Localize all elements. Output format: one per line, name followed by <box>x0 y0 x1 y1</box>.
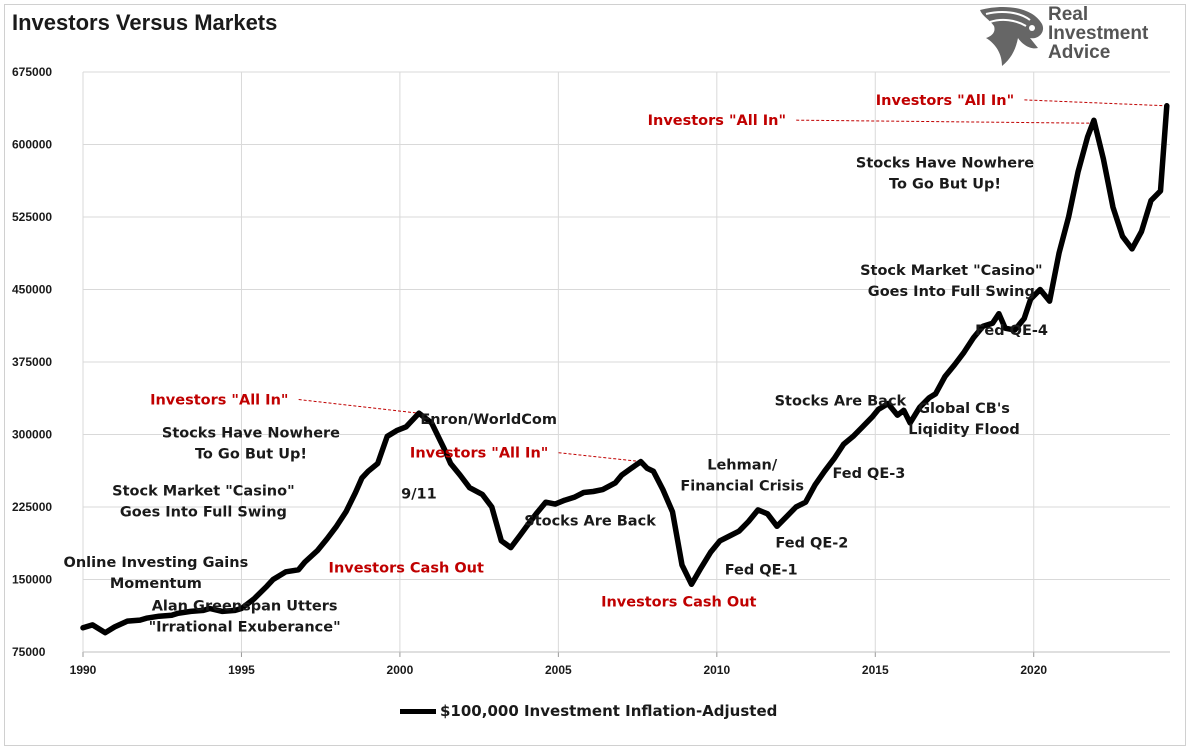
chart-frame <box>4 4 1186 746</box>
annotation-text: Momentum <box>110 576 202 592</box>
event-annotation: Global CB's Liqidity Flood <box>908 401 1020 438</box>
event-annotation: Lehman/Financial Crisis <box>680 457 804 494</box>
event-annotation: Online Investing Gains Momentum <box>64 555 249 592</box>
y-tick-label: 150000 <box>12 573 52 587</box>
event-annotation: Fed QE-4 <box>975 323 1048 339</box>
x-tick-label: 2000 <box>387 663 414 677</box>
x-tick-label: 1995 <box>228 663 255 677</box>
x-tick-label: 2010 <box>703 663 730 677</box>
annotation-text: Global CB's <box>918 401 1010 417</box>
legend-swatch <box>400 708 436 714</box>
annotation-text: Enron/WorldCom <box>420 412 557 428</box>
event-annotation: Enron/WorldCom <box>420 412 557 428</box>
annotation-text: Stocks Are Back <box>524 513 656 529</box>
annotation-text: Investors "All In" <box>150 393 288 409</box>
annotation-text: Investors "All In" <box>410 446 548 462</box>
x-tick-label: 2020 <box>1020 663 1047 677</box>
annotation-text: Alan Greenspan Utters <box>152 598 338 614</box>
y-tick-label: 675000 <box>12 65 52 79</box>
investor-annotation: Investors Cash Out <box>601 595 756 611</box>
annotation-text: Fed QE-1 <box>725 563 798 579</box>
event-annotation: Fed QE-2 <box>775 536 848 552</box>
annotation-text: Stock Market "Casino" <box>860 263 1042 279</box>
annotation-text: Investors "All In" <box>876 93 1014 109</box>
annotation-text: Stocks Have Nowhere <box>162 425 340 441</box>
annotation-leader-line <box>796 119 1094 124</box>
investor-annotation: Investors "All In" <box>648 113 786 129</box>
annotation-leaders <box>298 99 1167 463</box>
annotation-text: 9/11 <box>401 486 437 502</box>
annotation-text: Stocks Have Nowhere <box>856 156 1034 172</box>
y-tick-label: 75000 <box>12 645 46 659</box>
annotation-text: Fed QE-3 <box>832 466 905 482</box>
event-annotation: Alan Greenspan Utters "Irrational Exubera… <box>149 598 341 635</box>
x-tick-label: 1990 <box>70 663 97 677</box>
event-annotation: Stock Market "Casino" Goes Into Full Swin… <box>112 483 294 520</box>
investor-annotation: Investors "All In" <box>876 93 1014 109</box>
x-tick-label: 2005 <box>545 663 572 677</box>
logo-line-1: Real <box>1048 4 1089 25</box>
annotation-text: Investors "All In" <box>648 113 786 129</box>
annotation-leader-line <box>1024 99 1167 107</box>
y-tick-label: 375000 <box>12 355 52 369</box>
annotation-text: Investors Cash Out <box>329 561 484 577</box>
annotation-text: Stock Market "Casino" <box>112 483 294 499</box>
x-tick-label: 2015 <box>862 663 889 677</box>
series-line <box>80 103 1170 636</box>
logo-line-3: Advice <box>1048 42 1111 63</box>
legend: $100,000 Investment Inflation-Adjusted <box>400 702 777 720</box>
annotation-leader-line <box>298 399 419 414</box>
chart-title: Investors Versus Markets <box>12 10 278 35</box>
event-annotation: Stocks Have Nowhere To Go But Up! <box>162 425 340 462</box>
event-annotation: Stocks Are Back <box>524 513 656 529</box>
annotation-text: Lehman/ <box>707 457 778 473</box>
annotation-text: Goes Into Full Swing <box>120 504 287 520</box>
y-tick-label: 600000 <box>12 138 52 152</box>
investor-annotation: Investors Cash Out <box>329 561 484 577</box>
event-annotation: Stock Market "Casino" Goes Into Full Swin… <box>860 263 1042 300</box>
brand-logo: Real Investment Advice <box>1048 5 1148 62</box>
annotation-text: Investors Cash Out <box>601 595 756 611</box>
annotation-leader-line <box>558 452 641 463</box>
investor-annotation: Investors "All In" <box>410 446 548 462</box>
annotation-text: Stocks Are Back <box>775 394 907 410</box>
annotation-text: "Irrational Exuberance" <box>149 619 341 635</box>
event-annotation: Fed QE-3 <box>832 466 905 482</box>
event-annotation: Stocks Have Nowhere To Go But Up! <box>856 156 1034 193</box>
legend-label: $100,000 Investment Inflation-Adjusted <box>440 702 778 720</box>
annotation-text: To Go But Up! <box>195 446 307 462</box>
investor-annotation: Investors "All In" <box>150 393 288 409</box>
annotations: Investors "All In" Investors "All In" Inve… <box>64 93 1048 636</box>
annotation-text: Fed QE-2 <box>775 536 848 552</box>
logo-line-2: Investment <box>1048 23 1149 44</box>
event-annotation: Fed QE-1 <box>725 563 798 579</box>
event-annotation: Stocks Are Back <box>775 394 907 410</box>
y-tick-label: 450000 <box>12 283 52 297</box>
x-axis-ticks: 1990 1995 2000 2005 2010 2015 2020 <box>70 652 1047 677</box>
y-tick-label: 225000 <box>12 500 52 514</box>
y-tick-label: 525000 <box>12 210 52 224</box>
y-axis-ticks: 75000 150000 225000 300000 375000 450000 52500… <box>12 65 52 659</box>
annotation-text: Fed QE-4 <box>975 323 1048 339</box>
eagle-head-icon <box>980 6 1044 67</box>
annotation-text: To Go But Up! <box>889 177 1001 193</box>
annotation-text: Liqidity Flood <box>908 422 1020 438</box>
annotation-text: Financial Crisis <box>680 478 804 494</box>
annotation-text: Online Investing Gains <box>64 555 249 571</box>
y-tick-label: 300000 <box>12 428 52 442</box>
event-annotation: 9/11 <box>401 486 437 502</box>
annotation-text: Goes Into Full Swing <box>868 284 1035 300</box>
